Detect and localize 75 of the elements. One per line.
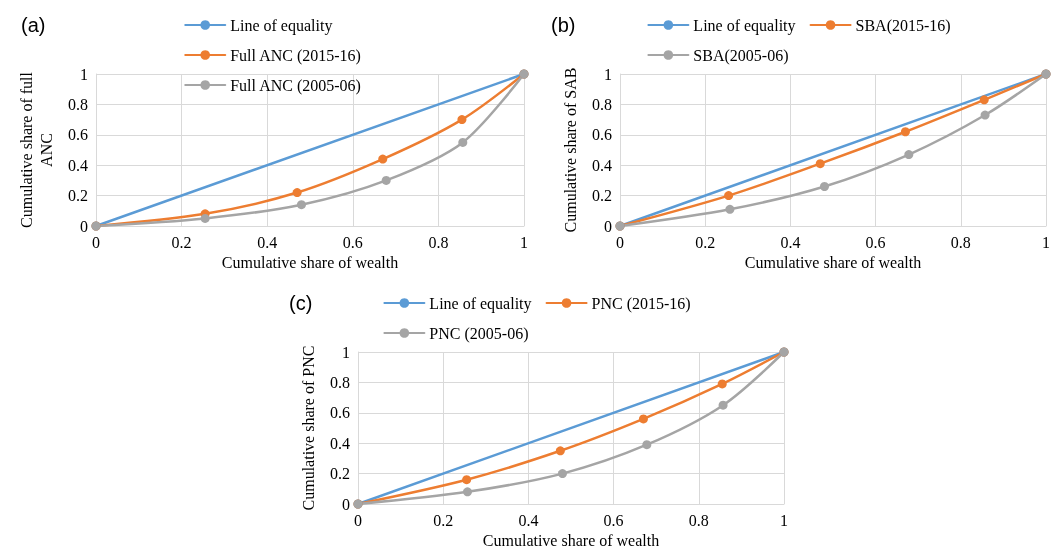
point (378, 154, 388, 164)
point (815, 159, 825, 169)
y-tick-label: 1 (604, 65, 612, 83)
point (980, 110, 990, 120)
x-tick-label: 0 (354, 511, 362, 529)
legend-label: SBA(2005-06) (693, 46, 789, 65)
y-tick-label: 0.4 (330, 434, 350, 452)
x-tick-label: 0.6 (865, 233, 886, 251)
chart-title: (b) (551, 14, 576, 36)
point (642, 440, 652, 450)
x-tick-label: 0.8 (688, 511, 709, 529)
y-tick-label: 0 (604, 217, 612, 235)
legend-label: PNC (2005-06) (429, 324, 529, 343)
y-tick-label: 0 (80, 217, 88, 235)
point (462, 475, 472, 485)
y-tick-label: 0.6 (330, 404, 350, 422)
x-tick-label: 0 (616, 233, 624, 251)
x-tick-label: 0.4 (257, 233, 278, 251)
x-tick-label: 0.8 (950, 233, 971, 251)
x-tick-label: 1 (780, 511, 788, 529)
y-tick-label: 0.4 (68, 156, 88, 174)
x-tick-label: 0.4 (780, 233, 801, 251)
point (462, 487, 472, 497)
y-tick-label: 0.2 (68, 187, 88, 205)
y-tick-label: 0.6 (68, 126, 88, 144)
y-tick-label: 0.2 (330, 465, 350, 483)
y-tick-label: 0 (342, 495, 350, 513)
point (904, 150, 914, 160)
y-tick-label: 0.4 (592, 156, 612, 174)
x-axis-title: Cumulative share of wealth (482, 532, 660, 550)
legend-label: SBA(2015-16) (855, 16, 951, 35)
point (555, 446, 565, 456)
x-axis-title: Cumulative share of wealth (744, 254, 922, 272)
point (200, 213, 210, 223)
y-tick-label: 0.8 (68, 95, 88, 113)
point (638, 414, 648, 424)
point (979, 95, 989, 105)
legend-label: Full ANC (2005-06) (230, 76, 361, 95)
point (296, 200, 306, 210)
legend-label: PNC (2015-16) (591, 294, 691, 313)
point (458, 137, 468, 147)
y-axis-title: Cumulative share of SAB (561, 67, 579, 233)
y-tick-label: 0.2 (592, 187, 612, 205)
y-tick-label: 1 (80, 65, 88, 83)
legend-label: Line of equality (429, 294, 532, 313)
legend-label: Line of equality (693, 16, 796, 35)
point (457, 115, 467, 125)
point (900, 127, 910, 137)
point (724, 191, 734, 201)
x-tick-label: 0.2 (695, 233, 716, 251)
y-axis-title: Cumulative share of full ANC (17, 71, 55, 228)
x-tick-label: 0.4 (518, 511, 539, 529)
x-tick-label: 1 (1042, 233, 1050, 251)
x-tick-label: 0.2 (433, 511, 454, 529)
x-tick-label: 1 (520, 233, 528, 251)
point (292, 188, 302, 198)
y-tick-label: 0.6 (592, 126, 612, 144)
x-tick-label: 0.8 (428, 233, 449, 251)
y-tick-label: 0.8 (330, 373, 350, 391)
y-tick-label: 1 (342, 343, 350, 361)
point (557, 469, 567, 479)
point (717, 379, 727, 389)
x-tick-label: 0 (92, 233, 100, 251)
chart-title: (a) (21, 14, 46, 36)
legend-label: Full ANC (2015-16) (230, 46, 361, 65)
legend-label: Line of equality (230, 16, 333, 35)
point (725, 204, 735, 214)
x-tick-label: 0.2 (171, 233, 192, 251)
point (819, 181, 829, 191)
point (718, 400, 728, 410)
chart-title: (c) (289, 292, 313, 314)
y-tick-label: 0.8 (592, 95, 612, 113)
x-axis-title: Cumulative share of wealth (221, 254, 399, 272)
point (381, 175, 391, 185)
y-axis-title: Cumulative share of PNC (299, 345, 317, 511)
